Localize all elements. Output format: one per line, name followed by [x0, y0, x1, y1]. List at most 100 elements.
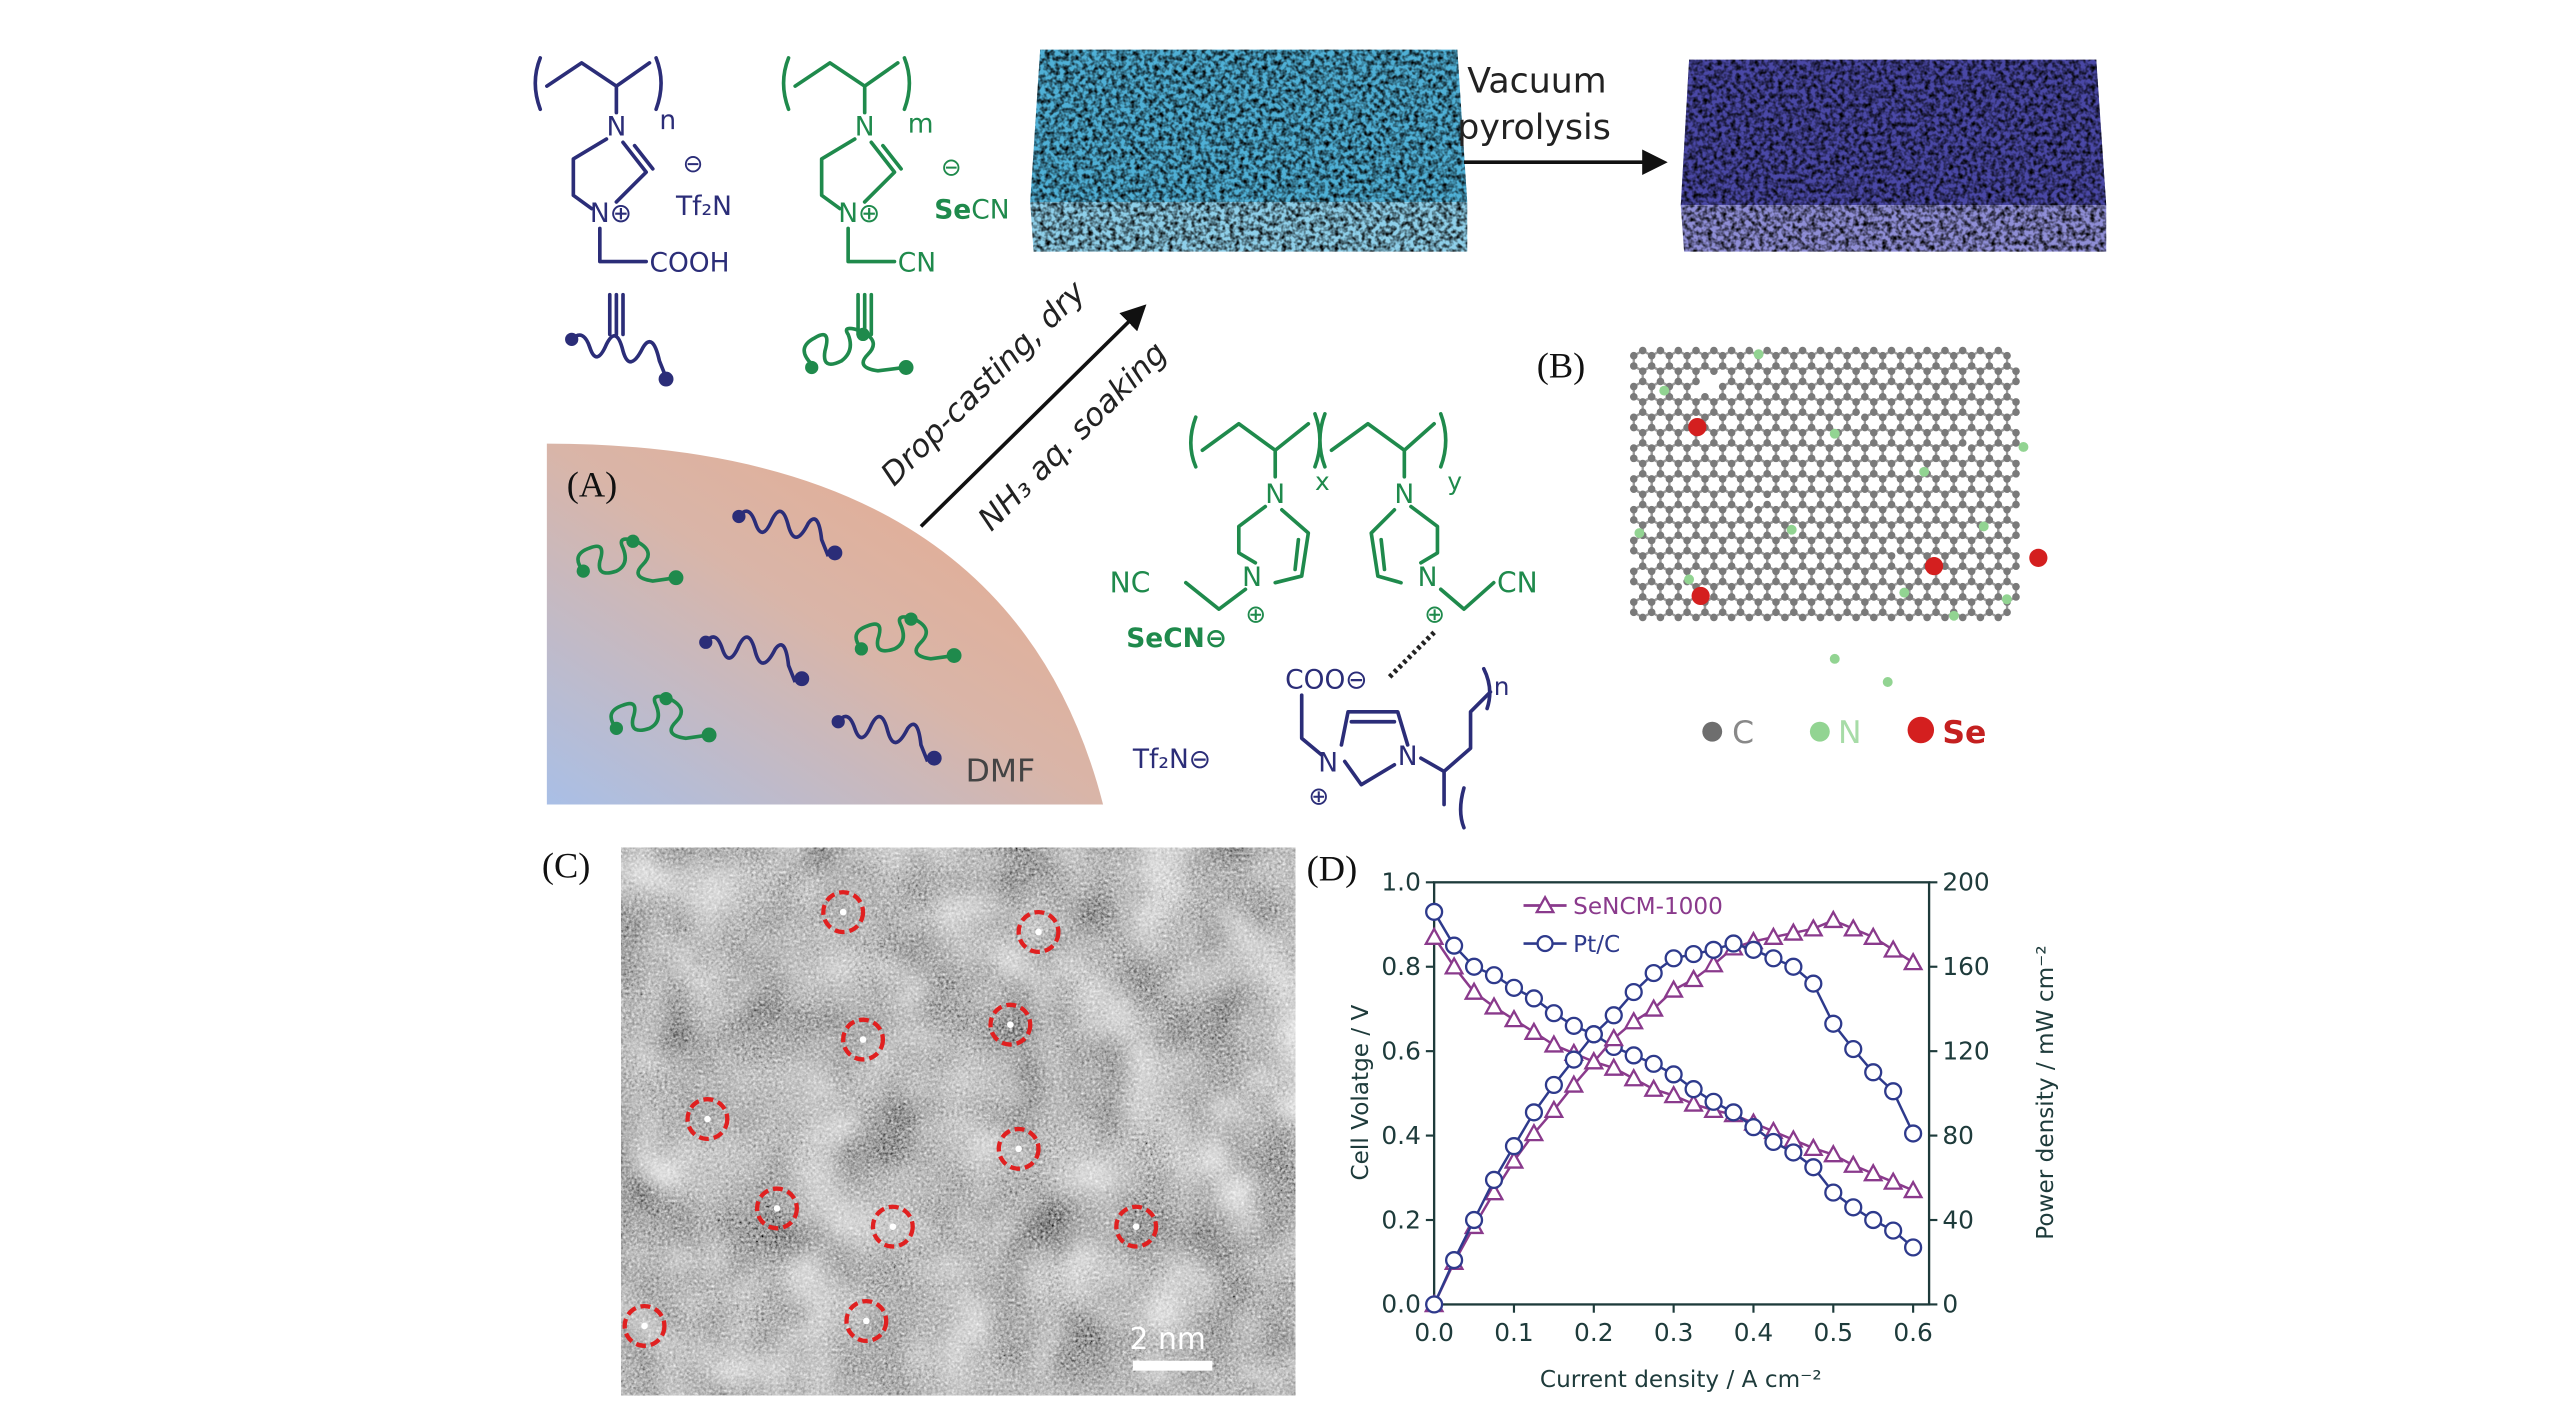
carbon-atom — [1736, 608, 1745, 617]
poly2-anion-se: Se — [934, 195, 971, 226]
carbon-atom — [1781, 346, 1789, 355]
bright-atom-spot — [839, 908, 847, 916]
carbon-atom — [1843, 516, 1851, 524]
carbon-atom — [1994, 346, 2003, 355]
carbon-atom — [1985, 536, 1994, 545]
carbon-atom — [1736, 598, 1745, 606]
legend-label-sencm: SeNCM-1000 — [1573, 893, 1723, 920]
carbon-atom — [1754, 608, 1763, 617]
carbon-atom — [1683, 546, 1691, 555]
carbon-atom — [1869, 593, 1878, 601]
dmf-solution-region: (A) DMF — [546, 443, 1104, 805]
carbon-atom — [1674, 613, 1683, 622]
carbon-atom — [1683, 536, 1691, 545]
carbon-atom — [1807, 475, 1816, 483]
carbon-atom — [1798, 459, 1807, 468]
carbon-atom — [1665, 362, 1674, 370]
carbon-atom — [1683, 413, 1691, 422]
carbon-atom — [1967, 546, 1976, 555]
carbon-atom — [1727, 490, 1736, 499]
carbon-atom — [1718, 608, 1727, 617]
carbon-atom — [1754, 505, 1763, 514]
carbon-atom — [1754, 516, 1763, 524]
carbon-atom — [1736, 392, 1745, 401]
carbon-atom — [1683, 485, 1691, 493]
data-point-pt-c-voltage — [1444, 936, 1464, 955]
data-point-sencm-1000-voltage — [1503, 1008, 1525, 1028]
green-coil-icon — [609, 691, 717, 743]
data-point-sencm-1000-power — [1503, 1150, 1525, 1169]
carbon-atom — [1656, 552, 1665, 560]
carbon-atom — [1710, 367, 1718, 375]
bright-atom-spot — [863, 1317, 870, 1325]
carbon-atom — [1763, 367, 1772, 375]
carbon-atom — [1843, 392, 1851, 401]
carbon-atom — [1798, 593, 1807, 601]
carbon-atom — [1976, 531, 1985, 540]
carbon-atom — [1967, 362, 1976, 370]
carbon-atom — [1772, 485, 1780, 493]
carbon-atom — [1852, 593, 1860, 601]
carbon-atom — [1887, 552, 1896, 560]
carbon-atom — [1772, 362, 1780, 370]
carbon-atom — [1683, 392, 1691, 401]
carbon-atom — [1869, 346, 1878, 355]
carbon-atom — [1701, 351, 1709, 360]
carbon-atom — [1763, 398, 1772, 406]
carbon-atom — [1869, 562, 1878, 570]
data-point-sencm-1000-power — [1763, 926, 1784, 945]
carbon-atom — [1718, 567, 1727, 576]
data-point-pt-c-power — [1744, 940, 1763, 959]
drop-casting-arrow: Drop-casting, dry NH₃ aq. soaking — [874, 274, 1174, 538]
carbon-atom — [1852, 408, 1860, 416]
carbon-atom — [1905, 459, 1914, 468]
carbon-atom — [1781, 562, 1789, 570]
carbon-atom — [1665, 423, 1674, 432]
poly1-anion-charge: ⊖ — [683, 149, 704, 178]
carbon-atom — [1887, 367, 1896, 375]
carbon-atom — [1994, 377, 2003, 386]
carbon-atom — [1985, 505, 1994, 514]
carbon-atom — [1905, 500, 1914, 509]
carbon-atom — [1647, 567, 1656, 576]
data-point-pt-c-power — [1484, 1170, 1504, 1190]
carbon-atom — [1923, 490, 1931, 499]
selenium-legend-swatch — [1907, 716, 1935, 744]
carbon-atom — [1763, 490, 1772, 499]
carbon-atom — [1958, 552, 1967, 560]
carbon-atom — [1852, 367, 1860, 375]
carbon-atom — [1790, 423, 1798, 432]
green-coil-icon — [576, 534, 684, 586]
carbon-atom — [1878, 362, 1887, 370]
copolymer-secn-anion: SeCN⊖ — [1126, 623, 1227, 654]
carbon-atom — [1887, 428, 1896, 437]
carbon-legend-swatch — [1702, 721, 1723, 742]
carbon-atom — [1976, 582, 1985, 591]
carbon-atom — [1816, 593, 1825, 601]
nitrogen-legend-swatch — [1809, 721, 1830, 742]
carbon-atom — [1656, 398, 1665, 406]
carbon-atom — [1656, 531, 1665, 540]
carbon-atom — [1878, 444, 1887, 452]
carbon-atom — [1674, 346, 1683, 355]
carbon-atom — [1958, 490, 1967, 499]
carbon-atom — [1665, 516, 1674, 524]
carbon-atom — [1949, 516, 1958, 524]
carbon-atom — [2012, 459, 2020, 468]
carbon-atom — [1896, 454, 1905, 463]
carbon-atom — [1727, 552, 1736, 560]
carbon-atom — [2003, 567, 2011, 576]
carbon-atom — [1932, 475, 1940, 483]
carbon-atom — [1976, 377, 1985, 386]
carbon-atom — [1834, 439, 1843, 447]
carbon-atom — [1692, 459, 1700, 468]
polarization-chart: 0.0 0.1 0.2 0.3 0.4 0.5 0.6 0.0 0.2 0.4 0.6 0.8 1.0 0… — [1347, 868, 2059, 1394]
carbon-atom — [1816, 613, 1825, 622]
carbon-atom — [1985, 598, 1994, 606]
carbon-atom — [1674, 500, 1683, 509]
atom-highlight-circle — [996, 1126, 1041, 1171]
carbon-atom — [1994, 500, 2003, 509]
carbon-atom — [1763, 459, 1772, 468]
carbon-atom — [1869, 500, 1878, 509]
carbon-atom — [1896, 567, 1905, 576]
